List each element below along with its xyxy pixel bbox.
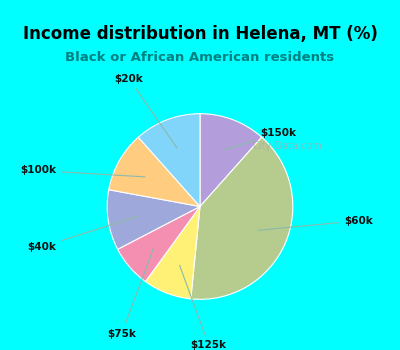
Text: $60k: $60k	[258, 216, 373, 230]
Text: $125k: $125k	[180, 265, 227, 350]
Text: Income distribution in Helena, MT (%): Income distribution in Helena, MT (%)	[22, 25, 378, 42]
Text: $100k: $100k	[20, 166, 145, 177]
Wedge shape	[138, 114, 200, 206]
Wedge shape	[118, 206, 200, 282]
Wedge shape	[109, 137, 200, 206]
Wedge shape	[191, 137, 293, 299]
Text: City-Data.com: City-Data.com	[252, 141, 322, 152]
Text: $40k: $40k	[27, 216, 138, 252]
Text: $75k: $75k	[107, 248, 154, 339]
Text: Black or African American residents: Black or African American residents	[66, 51, 334, 64]
Text: $20k: $20k	[115, 74, 177, 148]
Text: $150k: $150k	[224, 128, 297, 149]
Wedge shape	[200, 114, 262, 206]
Wedge shape	[107, 190, 200, 249]
Wedge shape	[146, 206, 200, 299]
